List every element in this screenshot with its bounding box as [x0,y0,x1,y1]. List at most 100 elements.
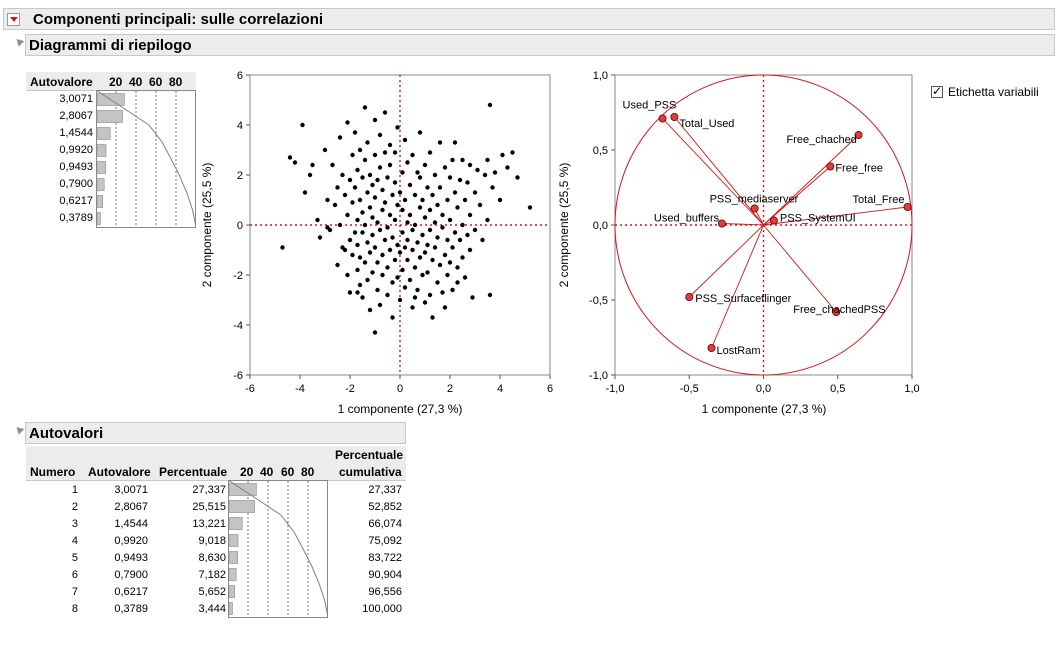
label-variables-checkbox[interactable] [931,84,943,98]
score-point [510,150,515,155]
col-cumulative-line2: cumulativa [339,465,402,479]
score-point [332,202,338,208]
loading-label: Free_chachedPSS [793,304,885,316]
collapse-triangle-icon[interactable] [13,36,25,47]
score-point [435,280,440,285]
score-point [385,265,390,270]
score-point [442,305,448,310]
small-scree-chart [96,90,196,228]
col-numero: Numero [30,465,76,479]
score-xtick-label: -6 [245,383,255,395]
score-point [475,167,480,173]
loading-label: Total_Used [679,118,734,130]
eigen-cell-n: 5 [71,552,78,564]
score-point [345,272,350,278]
score-point [347,177,353,183]
loading-xlabel: 1 componente (27,3 %) [702,402,827,416]
small-eigen-val-5: 0,9493 [59,161,93,173]
score-point [330,162,335,168]
small-eigen-val-1: 3,0071 [59,93,93,105]
score-ytick-label: -2 [233,270,243,282]
small-scree-cumulative-line [96,90,196,228]
score-point [402,245,408,250]
score-ytick-label: 4 [237,120,243,132]
scree-bar [228,517,243,530]
score-point [487,102,493,108]
score-ytick-label: 6 [237,70,243,82]
score-point [390,235,395,240]
summary-title: Diagrammi di riepilogo [29,37,192,54]
score-point [365,240,370,245]
report-menu-icon[interactable] [7,13,20,26]
score-point [432,220,438,225]
score-point [362,222,368,228]
score-point [457,177,463,183]
score-point [415,170,420,175]
eigen-cell-pct: 3,444 [198,603,226,615]
eigen-cell-n: 6 [71,569,78,581]
score-point [415,240,420,245]
eigen-cell-n: 1 [71,484,78,496]
eigen-cell-eig: 3,0071 [114,484,148,496]
col-scale-80: 80 [301,465,315,479]
loading-point [670,113,679,122]
loading-vector [721,223,764,226]
collapse-triangle-icon[interactable] [13,424,25,435]
small-scale-60: 60 [149,75,163,89]
loading-point [826,162,835,171]
score-point [370,270,375,275]
eigen-cell-pct: 7,182 [198,569,226,581]
small-scale-80: 80 [169,75,183,89]
score-point [415,287,420,293]
loading-xtick-label: 0,5 [830,383,845,395]
score-ytick-label: -6 [233,370,243,382]
loading-point [707,343,716,352]
score-point [485,217,490,223]
score-point [400,170,405,175]
score-point [420,197,425,203]
score-point [527,205,533,210]
score-point [360,295,365,300]
score-point [470,295,475,300]
loading-point [750,204,759,213]
score-point [382,110,388,115]
loading-label: PSS_Surfaceflinger [695,293,791,305]
score-point [437,140,443,145]
score-point [380,187,385,193]
score-point [482,172,488,178]
score-point [500,152,505,158]
eigen-cell-pct: 9,018 [198,535,226,547]
score-ylabel: 2 componente (25,5 %) [200,163,214,288]
score-point [377,165,383,170]
col-scale-40: 40 [260,465,274,479]
score-point [407,277,413,283]
eigen-cell-cum: 52,852 [368,501,402,513]
score-point [387,162,393,168]
score-point [422,250,428,255]
eigen-cell-pct: 27,337 [192,484,226,496]
loading-label: Total_Free [853,194,905,206]
score-point [365,277,370,283]
loading-vector [763,206,908,226]
score-point [447,175,453,180]
score-point [397,297,403,303]
score-point [340,172,345,178]
score-point [395,125,400,130]
report-header: Componenti principali: sulle correlazion… [3,8,1055,30]
score-point [385,175,390,180]
score-point [387,142,393,148]
eigen-cell-pct: 5,652 [198,586,226,598]
score-point [292,160,298,165]
eigen-cell-eig: 2,8067 [114,501,148,513]
score-point [422,300,428,305]
score-point [480,237,485,243]
score-point [432,172,438,178]
score-point [400,267,405,273]
loading-vector [674,116,764,226]
eigen-cell-cum: 100,000 [362,603,402,615]
small-eigen-table: Autovalore 20 40 60 80 3,0071 2,8067 1,4… [26,72,196,232]
loading-ytick-label: 1,0 [593,70,608,82]
score-xtick-label: 0 [397,383,403,395]
score-point [385,292,390,298]
score-point [372,330,378,335]
